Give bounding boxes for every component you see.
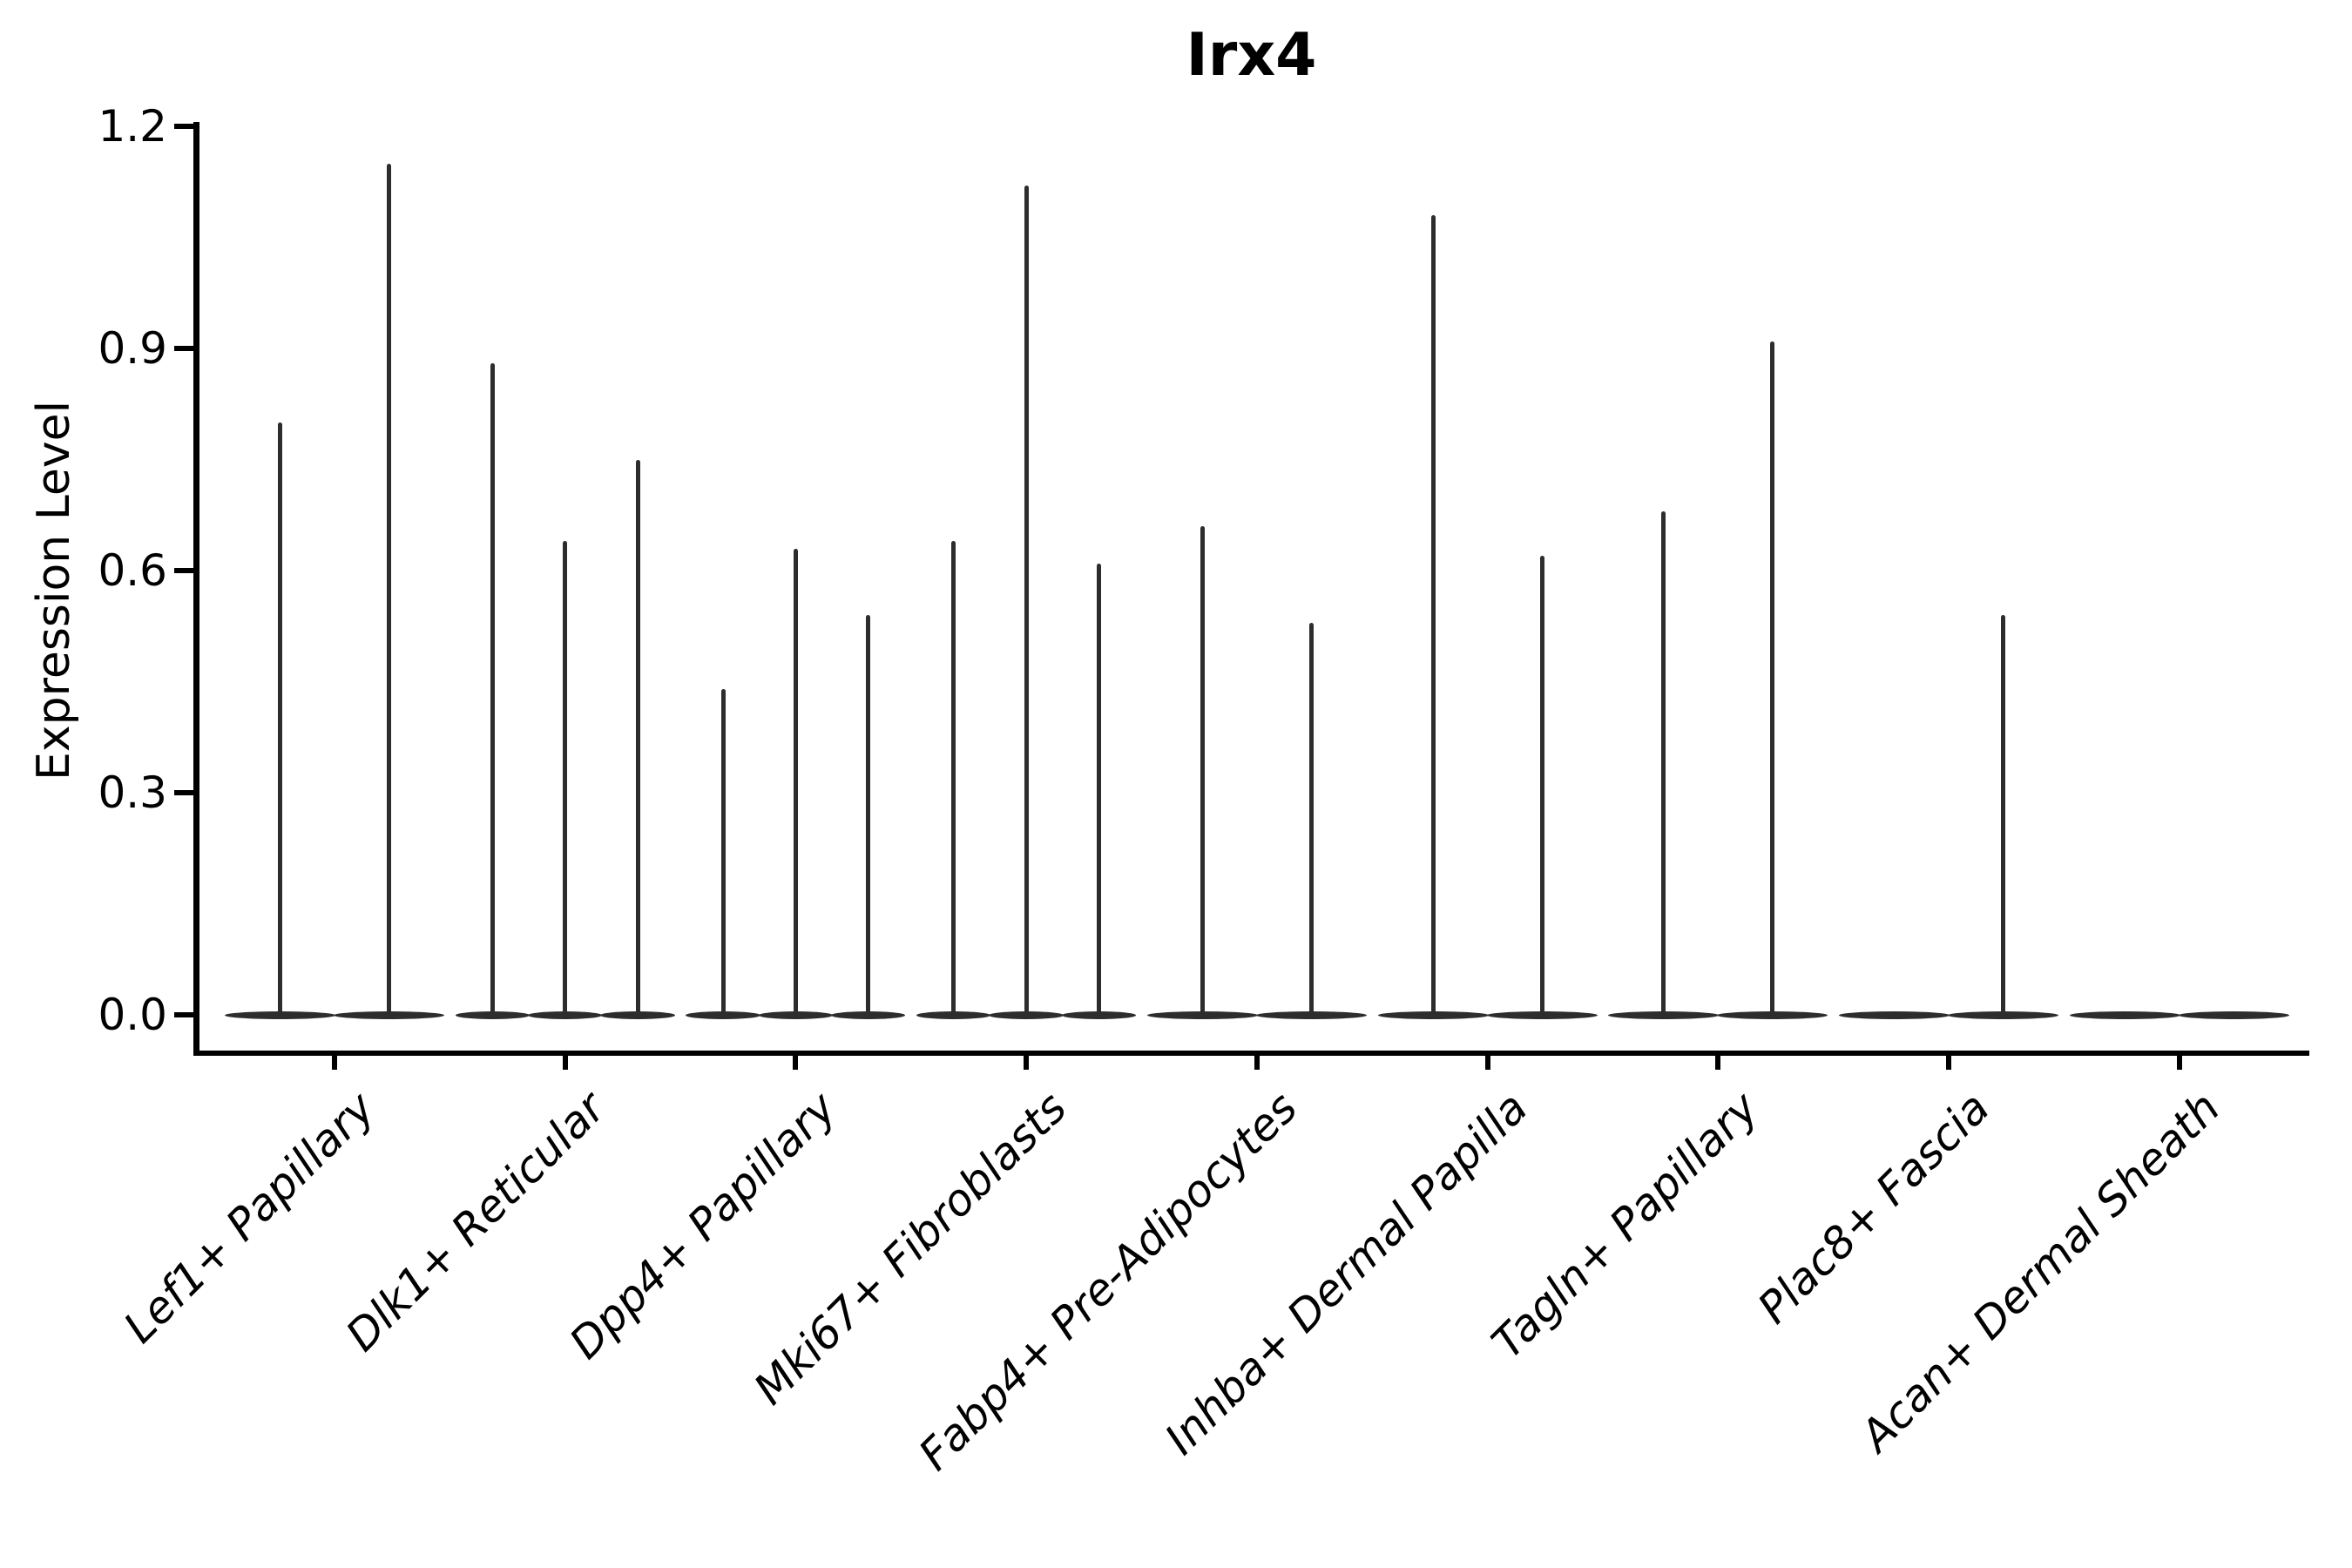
violin-spike: [2000, 615, 2005, 1017]
y-tick-label: 0.6: [98, 545, 167, 596]
violin-spike: [1770, 341, 1775, 1017]
x-tick-label-fabp4-pre-adipocytes: Fabp4+ Pre-Adipocytes: [909, 1082, 1308, 1481]
x-tick-mark: [1254, 1056, 1260, 1070]
violin-spike: [866, 615, 871, 1017]
violin-spike: [563, 541, 568, 1017]
y-tick-label: 0.0: [98, 990, 167, 1040]
violin-spike: [1024, 186, 1029, 1017]
y-tick-mark: [174, 346, 193, 351]
x-tick-mark: [793, 1056, 799, 1070]
violin-spike: [793, 548, 798, 1017]
violin-body: [2178, 1010, 2289, 1019]
y-axis-spine: [193, 122, 199, 1056]
x-tick-mark: [2176, 1056, 2182, 1070]
y-tick-mark: [174, 124, 193, 129]
violin-spike: [1539, 556, 1544, 1017]
violin-spike: [387, 163, 391, 1017]
violin-spike: [1661, 511, 1666, 1017]
y-tick-mark: [174, 790, 193, 795]
x-tick-label-lef1-papillary: Lef1+ Papillary: [114, 1082, 385, 1353]
y-tick-mark: [174, 1012, 193, 1017]
violin-spike: [1308, 622, 1314, 1017]
chart-title: Irx4: [1186, 21, 1317, 90]
violin-spike: [1096, 563, 1101, 1017]
x-tick-label-plac8-fascia: Plac8+ Fascia: [1747, 1082, 1999, 1334]
violin-spike: [1200, 526, 1205, 1017]
violin-spike: [720, 689, 726, 1017]
x-tick-mark: [1715, 1056, 1721, 1070]
x-tick-mark: [1024, 1056, 1030, 1070]
violin-spike: [951, 541, 956, 1017]
violin-body: [1838, 1010, 1950, 1019]
violin-spike: [1430, 215, 1436, 1017]
x-tick-label-dlk1-reticular: Dlk1+ Reticular: [336, 1082, 616, 1362]
y-tick-label: 0.3: [98, 767, 167, 818]
violin-spike: [635, 459, 640, 1017]
x-tick-mark: [332, 1056, 337, 1070]
x-tick-mark: [1945, 1056, 1951, 1070]
x-tick-mark: [562, 1056, 568, 1070]
y-tick-label: 0.9: [98, 323, 167, 374]
violin-spike: [490, 363, 495, 1017]
x-axis-spine: [193, 1051, 2309, 1056]
violin-body: [2069, 1010, 2180, 1019]
y-tick-mark: [174, 568, 193, 573]
violin-spike: [278, 422, 282, 1017]
x-tick-mark: [1484, 1056, 1490, 1070]
y-tick-label: 1.2: [98, 101, 167, 152]
